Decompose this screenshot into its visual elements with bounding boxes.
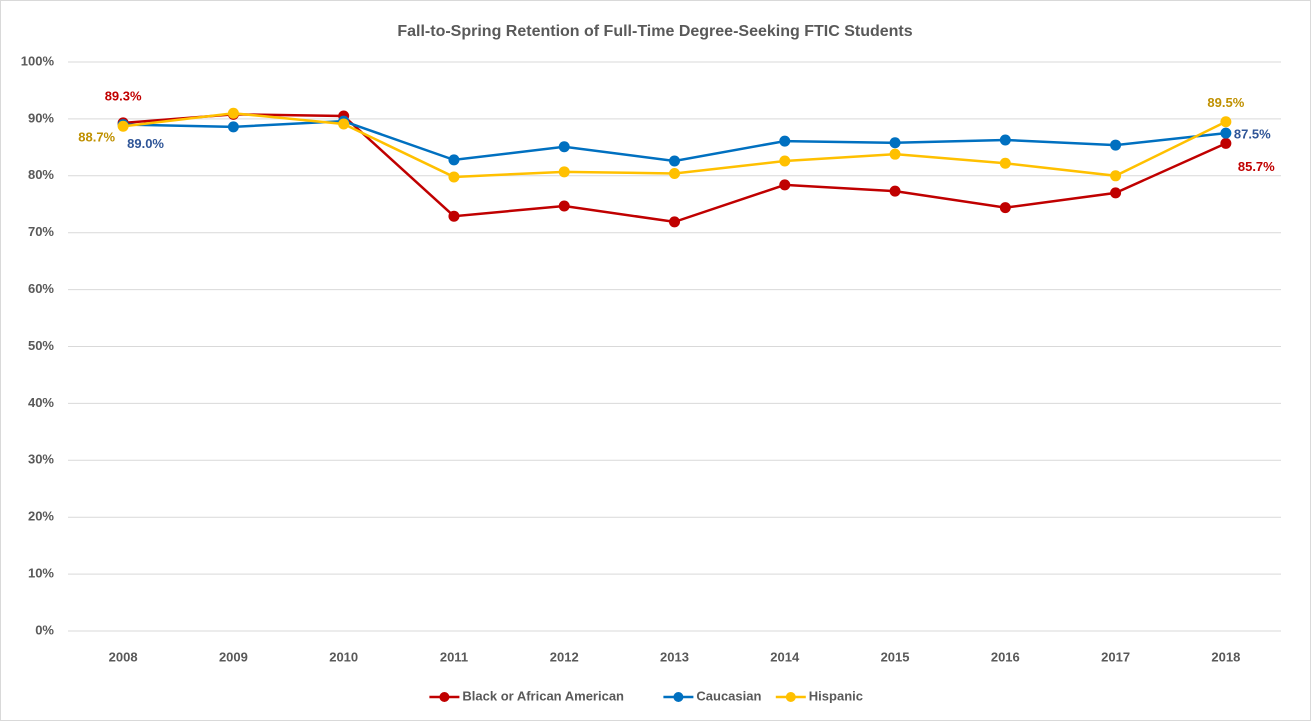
y-tick-label: 30% (28, 452, 54, 467)
x-tick-label: 2009 (219, 649, 248, 664)
chart-title: Fall-to-Spring Retention of Full-Time De… (397, 23, 912, 40)
data-point (448, 154, 460, 166)
x-tick-label: 2018 (1211, 649, 1240, 664)
y-tick-label: 80% (28, 167, 54, 182)
x-tick-label: 2015 (881, 649, 910, 664)
data-point (1110, 170, 1122, 182)
y-tick-label: 100% (21, 53, 55, 68)
x-tick-label: 2012 (550, 649, 579, 664)
data-point (999, 202, 1011, 214)
y-tick-label: 70% (28, 224, 54, 239)
data-point (558, 141, 570, 153)
legend-label: Black or African American (462, 688, 624, 703)
data-point (669, 216, 680, 228)
y-tick-label: 20% (28, 509, 54, 524)
data-point (1110, 187, 1122, 199)
data-point (448, 210, 460, 222)
legend-item: Black or African American (429, 688, 624, 703)
data-point (558, 166, 570, 178)
y-tick-label: 90% (28, 110, 54, 125)
legend-item: Caucasian (663, 688, 761, 703)
data-point (889, 137, 901, 149)
data-point (1220, 116, 1232, 128)
data-point (779, 135, 791, 147)
x-tick-label: 2010 (329, 649, 358, 664)
data-point (448, 171, 460, 183)
legend-marker (439, 692, 450, 702)
legend-marker (785, 692, 796, 702)
data-point (669, 168, 680, 180)
data-label: 89.3% (105, 88, 142, 103)
data-label: 87.5% (1234, 127, 1271, 142)
legend-label: Hispanic (809, 688, 863, 703)
data-label: 89.5% (1207, 95, 1244, 110)
data-point (227, 107, 239, 119)
data-point (779, 155, 791, 167)
data-point (338, 118, 350, 130)
legend-item: Hispanic (775, 688, 863, 703)
legend-marker (673, 692, 684, 702)
data-point (558, 200, 570, 212)
data-point (1220, 127, 1232, 139)
x-tick-label: 2017 (1101, 649, 1130, 664)
data-point (999, 134, 1011, 146)
x-tick-label: 2014 (770, 649, 800, 664)
legend-label: Caucasian (696, 688, 761, 703)
data-point (779, 179, 791, 191)
data-point (669, 155, 680, 167)
data-point (889, 148, 901, 160)
data-point (889, 185, 901, 197)
y-tick-label: 40% (28, 395, 54, 410)
y-tick-label: 60% (28, 281, 54, 296)
x-tick-label: 2008 (109, 649, 138, 664)
data-point (1110, 139, 1122, 151)
data-point (1220, 137, 1232, 149)
x-tick-label: 2016 (991, 649, 1020, 664)
data-point (227, 121, 239, 133)
data-label: 89.0% (127, 136, 164, 151)
data-point (999, 157, 1011, 169)
y-tick-label: 0% (35, 622, 54, 637)
data-label: 85.7% (1238, 159, 1275, 174)
data-label: 88.7% (78, 130, 115, 145)
y-tick-label: 50% (28, 338, 54, 353)
x-tick-label: 2011 (440, 649, 468, 664)
x-tick-label: 2013 (660, 649, 689, 664)
y-tick-label: 10% (28, 566, 54, 581)
data-point (117, 120, 129, 132)
